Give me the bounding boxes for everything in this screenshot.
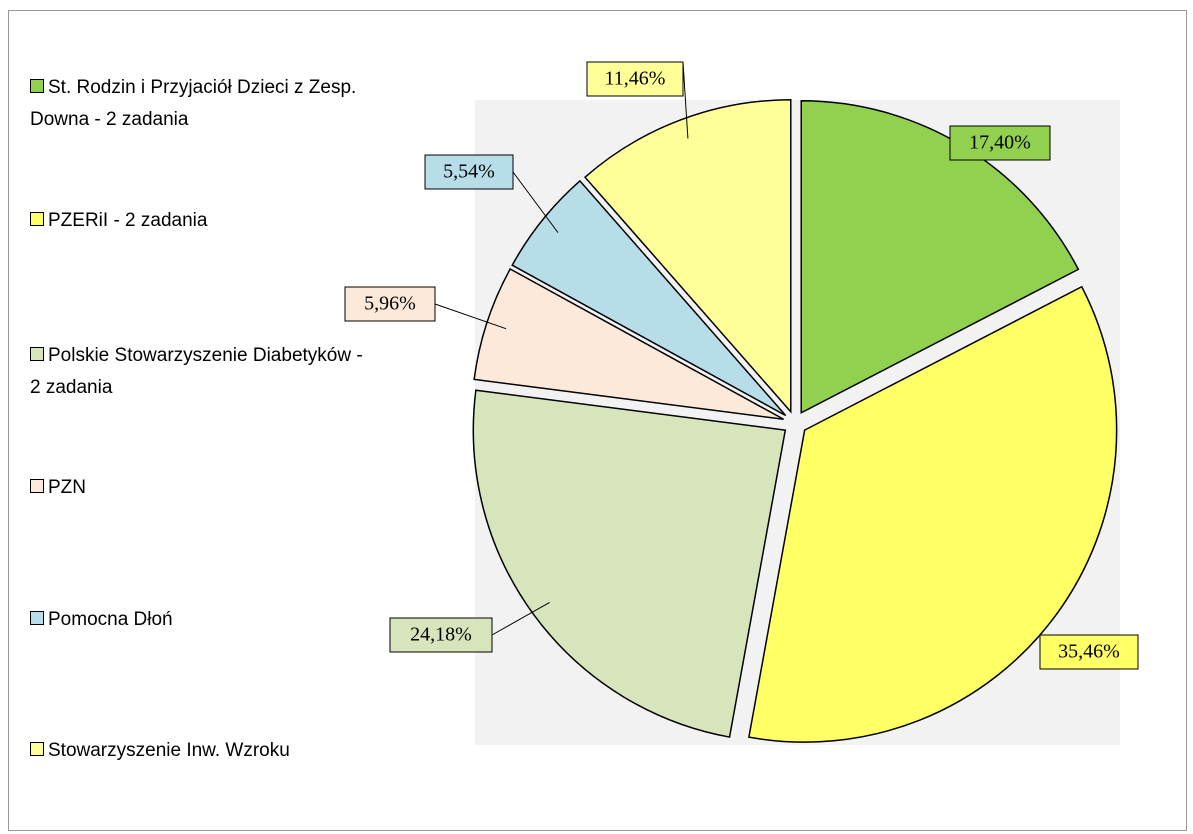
data-label-box: [586, 61, 684, 97]
legend-entry: Pomocna Dłoń: [30, 604, 370, 636]
data-label: 35,46%: [1058, 641, 1120, 663]
legend-entry: St. Rodzin i Przyjaciół Dzieci z Zesp. D…: [30, 72, 370, 136]
leader-line: [491, 602, 550, 636]
pie-slice: [511, 179, 787, 417]
data-label-box: [949, 125, 1051, 161]
legend-entry: Polskie Stowarzyszenie Diabetyków - 2 za…: [30, 340, 370, 404]
legend-label: PZN: [48, 477, 86, 498]
legend-entry: PZN: [30, 472, 370, 504]
legend-swatch: [30, 347, 44, 361]
data-label-box: [424, 154, 514, 190]
leader-line: [434, 303, 507, 330]
data-label: 5,96%: [364, 293, 416, 315]
data-label: 17,40%: [969, 132, 1031, 154]
pie-slice: [583, 99, 792, 414]
legend-label: Pomocna Dłoń: [48, 609, 173, 630]
legend-swatch: [30, 212, 44, 226]
leader-line: [682, 61, 689, 139]
legend-entry: Stowarzyszenie Inw. Wzroku: [30, 735, 370, 767]
legend-entry: PZERiI - 2 zadania: [30, 205, 370, 237]
data-label-box: [1039, 634, 1139, 670]
legend-label: PZERiI - 2 zadania: [48, 210, 208, 231]
data-label: 24,18%: [410, 624, 472, 646]
data-label-box: [389, 617, 493, 653]
legend-swatch: [30, 479, 44, 493]
leader-line: [512, 171, 559, 233]
pie-slice: [748, 285, 1118, 743]
legend-label: Polskie Stowarzyszenie Diabetyków - 2 za…: [30, 345, 363, 398]
legend-swatch: [30, 742, 44, 756]
data-label: 5,54%: [443, 161, 495, 183]
data-label: 11,46%: [605, 68, 666, 90]
legend-label: Stowarzyszenie Inw. Wzroku: [48, 740, 290, 761]
legend-label: St. Rodzin i Przyjaciół Dzieci z Zesp. D…: [30, 77, 357, 130]
data-label-box: [344, 286, 436, 322]
legend-swatch: [30, 611, 44, 625]
legend-swatch: [30, 79, 44, 93]
pie-slice: [472, 389, 787, 738]
